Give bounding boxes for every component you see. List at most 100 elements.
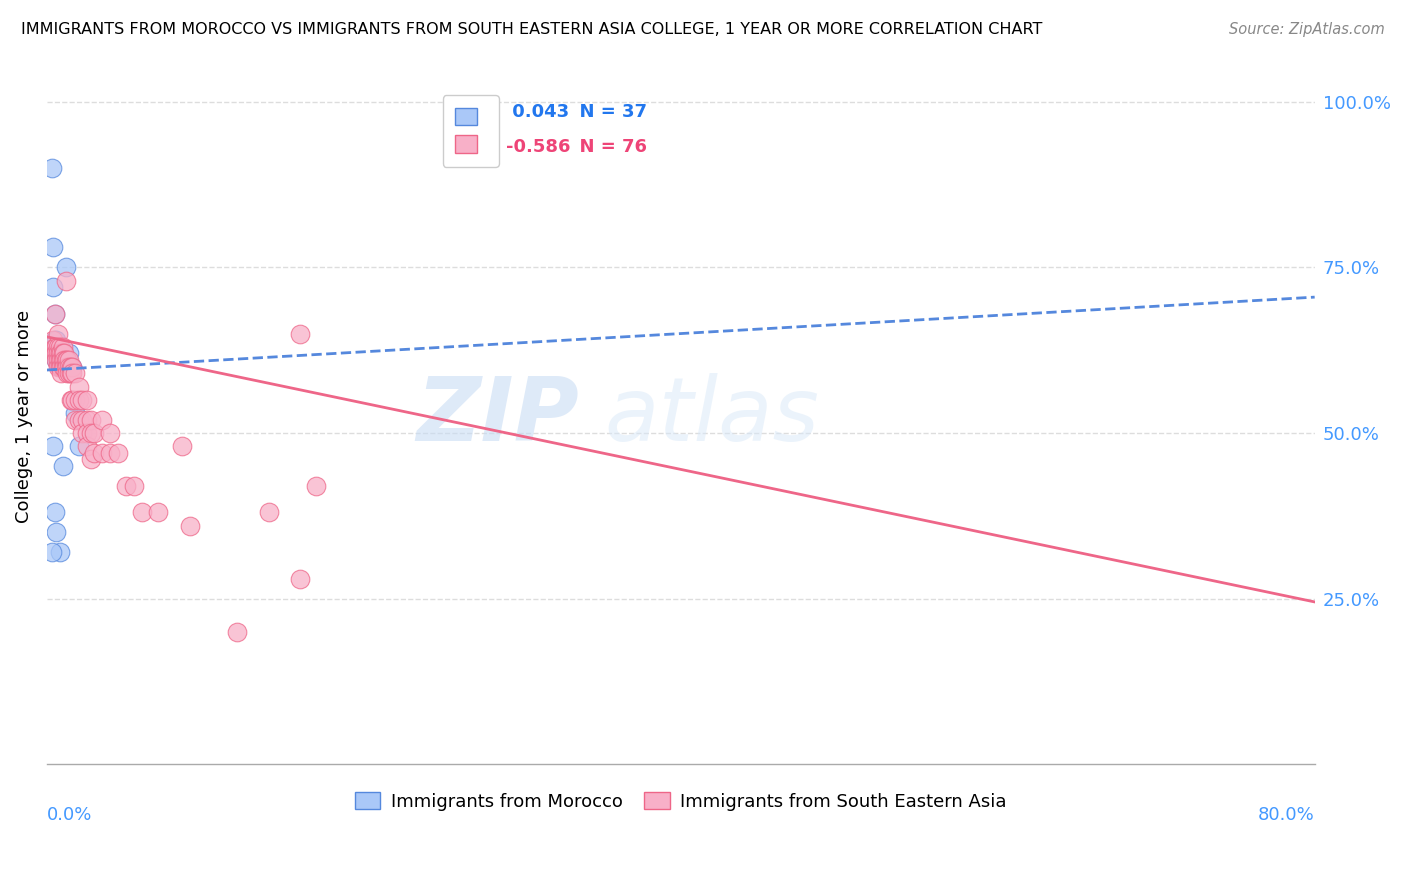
Point — [59, 359, 82, 374]
Point — [48, 340, 70, 354]
Text: -0.586: -0.586 — [506, 138, 571, 156]
Point — [46, 340, 69, 354]
Point — [52, 359, 75, 374]
Point — [49, 353, 72, 368]
Point — [60, 392, 83, 407]
Point — [42, 333, 65, 347]
Point — [131, 506, 153, 520]
Text: IMMIGRANTS FROM MOROCCO VS IMMIGRANTS FROM SOUTH EASTERN ASIA COLLEGE, 1 YEAR OR: IMMIGRANTS FROM MOROCCO VS IMMIGRANTS FR… — [21, 22, 1042, 37]
Point — [52, 346, 75, 360]
Point — [48, 353, 70, 368]
Point — [48, 346, 70, 360]
Point — [49, 359, 72, 374]
Point — [58, 367, 80, 381]
Point — [76, 439, 98, 453]
Point — [67, 413, 90, 427]
Point — [53, 353, 76, 368]
Text: Source: ZipAtlas.com: Source: ZipAtlas.com — [1229, 22, 1385, 37]
Point — [83, 425, 105, 440]
Point — [122, 479, 145, 493]
Point — [52, 459, 75, 474]
Point — [226, 624, 249, 639]
Point — [170, 439, 193, 453]
Text: atlas: atlas — [605, 374, 820, 459]
Point — [46, 346, 69, 360]
Point — [48, 346, 70, 360]
Point — [52, 359, 75, 374]
Point — [44, 333, 66, 347]
Point — [56, 353, 79, 368]
Point — [42, 439, 65, 453]
Point — [46, 353, 69, 368]
Point — [91, 413, 114, 427]
Text: 0.043: 0.043 — [506, 103, 569, 121]
Point — [48, 353, 70, 368]
Point — [55, 353, 77, 368]
Point — [44, 346, 66, 360]
Point — [59, 367, 82, 381]
Point — [115, 479, 138, 493]
Point — [49, 359, 72, 374]
Point — [48, 359, 70, 374]
Point — [45, 353, 67, 368]
Point — [98, 446, 121, 460]
Point — [67, 392, 90, 407]
Point — [65, 413, 87, 427]
Point — [46, 353, 69, 368]
Point — [58, 359, 80, 374]
Point — [45, 333, 67, 347]
Legend: Immigrants from Morocco, Immigrants from South Eastern Asia: Immigrants from Morocco, Immigrants from… — [347, 785, 1014, 818]
Point — [76, 425, 98, 440]
Text: R =: R = — [465, 138, 505, 156]
Text: N = 76: N = 76 — [567, 138, 647, 156]
Point — [45, 525, 67, 540]
Point — [65, 406, 87, 420]
Point — [44, 307, 66, 321]
Point — [58, 346, 80, 360]
Point — [53, 346, 76, 360]
Point — [48, 340, 70, 354]
Point — [91, 446, 114, 460]
Point — [56, 359, 79, 374]
Point — [48, 545, 70, 559]
Point — [53, 359, 76, 374]
Point — [290, 572, 312, 586]
Point — [52, 340, 75, 354]
Point — [41, 161, 63, 175]
Point — [49, 346, 72, 360]
Point — [55, 260, 77, 275]
Point — [53, 353, 76, 368]
Point — [107, 446, 129, 460]
Point — [55, 274, 77, 288]
Point — [67, 379, 90, 393]
Point — [60, 367, 83, 381]
Point — [70, 413, 93, 427]
Point — [179, 518, 201, 533]
Text: 0.0%: 0.0% — [46, 806, 93, 824]
Point — [52, 353, 75, 368]
Point — [60, 359, 83, 374]
Point — [52, 346, 75, 360]
Point — [59, 392, 82, 407]
Point — [55, 359, 77, 374]
Point — [60, 359, 83, 374]
Point — [44, 340, 66, 354]
Point — [45, 340, 67, 354]
Point — [58, 353, 80, 368]
Point — [41, 545, 63, 559]
Point — [305, 479, 328, 493]
Point — [46, 326, 69, 341]
Point — [65, 367, 87, 381]
Point — [46, 346, 69, 360]
Point — [49, 346, 72, 360]
Point — [290, 326, 312, 341]
Point — [46, 359, 69, 374]
Point — [44, 506, 66, 520]
Y-axis label: College, 1 year or more: College, 1 year or more — [15, 310, 32, 523]
Point — [98, 425, 121, 440]
Text: R =: R = — [465, 103, 505, 121]
Point — [42, 280, 65, 294]
Point — [67, 439, 90, 453]
Point — [80, 413, 103, 427]
Point — [76, 392, 98, 407]
